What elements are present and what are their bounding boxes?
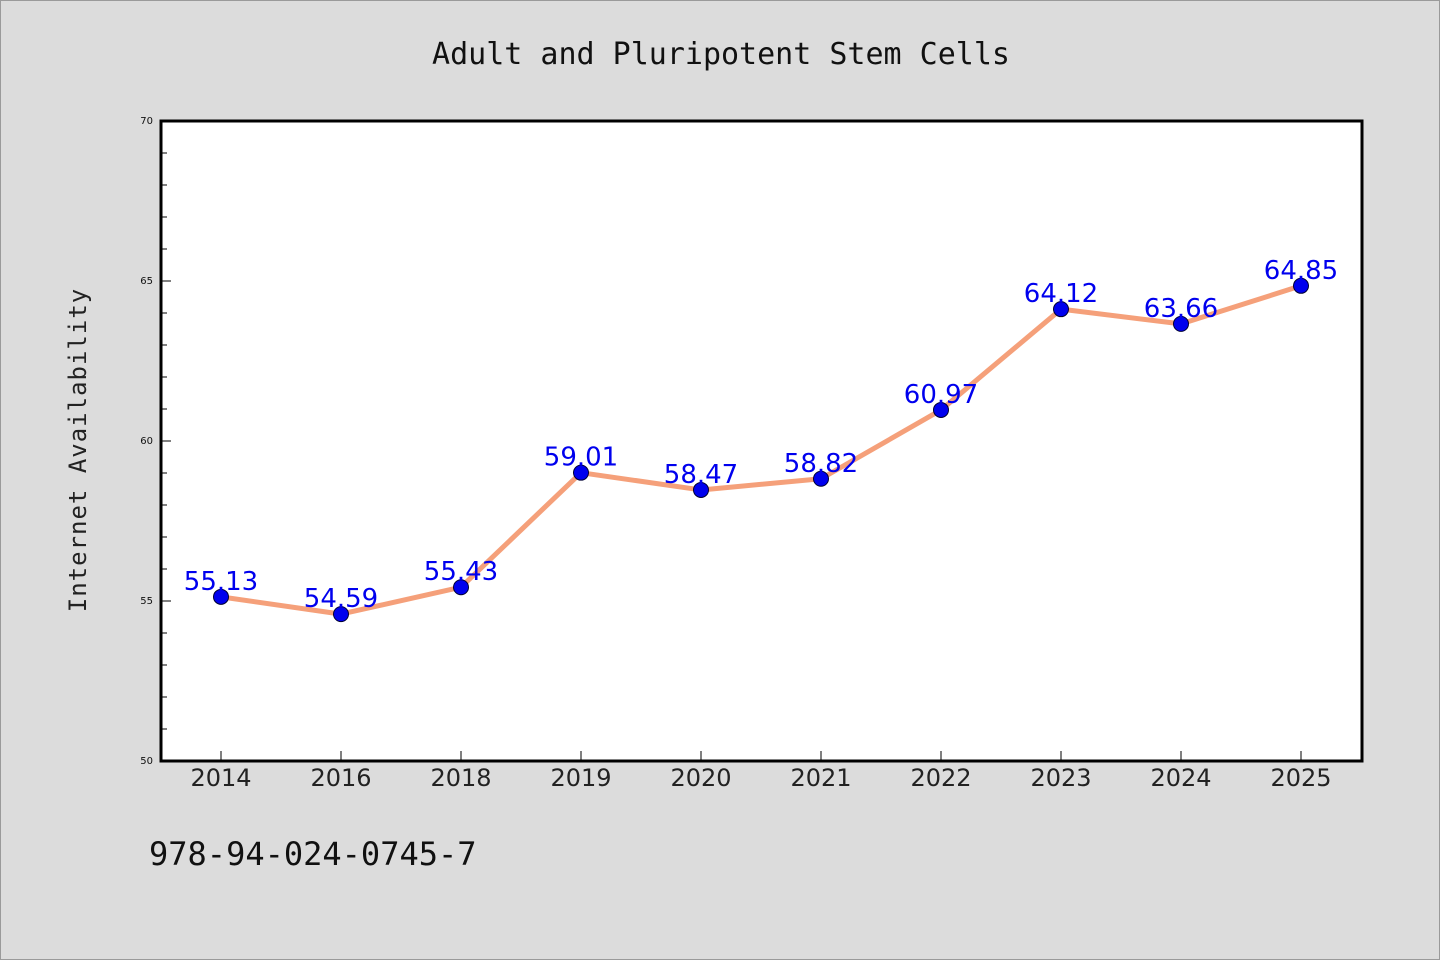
isbn-text: 978-94-024-0745-7 xyxy=(149,835,477,873)
data-label: 55.13 xyxy=(184,567,258,597)
data-label: 58.47 xyxy=(664,460,738,490)
x-tick-label: 2018 xyxy=(430,764,491,792)
y-axis-label: Internet Availability xyxy=(64,288,92,612)
data-point xyxy=(453,579,469,596)
data-label: 54.59 xyxy=(304,584,378,614)
x-tick-label: 2019 xyxy=(550,764,611,792)
x-axis: 2014 2016 2018 2019 2020 2021 2022 2023 2024 2025 xyxy=(190,751,1332,792)
chart-title: Adult and Pluripotent Stem Cells xyxy=(432,37,1010,72)
x-tick-label: 2020 xyxy=(670,764,731,792)
x-tick-label: 2022 xyxy=(910,764,971,792)
plot-area xyxy=(159,119,1364,763)
y-tick-label: 50 xyxy=(140,756,153,767)
data-point xyxy=(813,470,829,487)
data-label: 63.66 xyxy=(1144,294,1218,324)
data-label: 55.43 xyxy=(424,557,498,587)
data-label: 64.85 xyxy=(1264,256,1338,286)
data-label: 64.12 xyxy=(1024,279,1098,309)
data-labels: 55.13 54.59 55.43 59.01 58.47 58.82 60.97 64.12… xyxy=(184,256,1338,614)
x-tick-label: 2016 xyxy=(310,764,371,792)
data-point xyxy=(693,481,709,498)
x-tick-label: 2021 xyxy=(790,764,851,792)
data-label: 58.82 xyxy=(784,449,858,479)
data-label: 60.97 xyxy=(904,380,978,410)
y-tick-label: 60 xyxy=(140,436,153,447)
data-point xyxy=(1053,301,1069,318)
series-line xyxy=(218,283,1304,617)
y-tick-label: 70 xyxy=(140,116,153,127)
y-tick-label: 65 xyxy=(140,276,153,287)
data-point xyxy=(933,401,949,418)
y-tick-label: 55 xyxy=(140,596,153,607)
y-axis: 50 55 60 65 70 xyxy=(140,116,171,767)
series xyxy=(213,277,1309,623)
data-point xyxy=(1293,277,1309,294)
data-point xyxy=(213,588,229,605)
x-tick-label: 2014 xyxy=(190,764,251,792)
x-tick-label: 2025 xyxy=(1270,764,1331,792)
x-tick-label: 2024 xyxy=(1150,764,1211,792)
x-tick-label: 2023 xyxy=(1030,764,1091,792)
data-point xyxy=(1173,315,1189,332)
data-label: 59.01 xyxy=(544,443,618,473)
data-point xyxy=(333,606,349,623)
data-point xyxy=(573,464,589,481)
